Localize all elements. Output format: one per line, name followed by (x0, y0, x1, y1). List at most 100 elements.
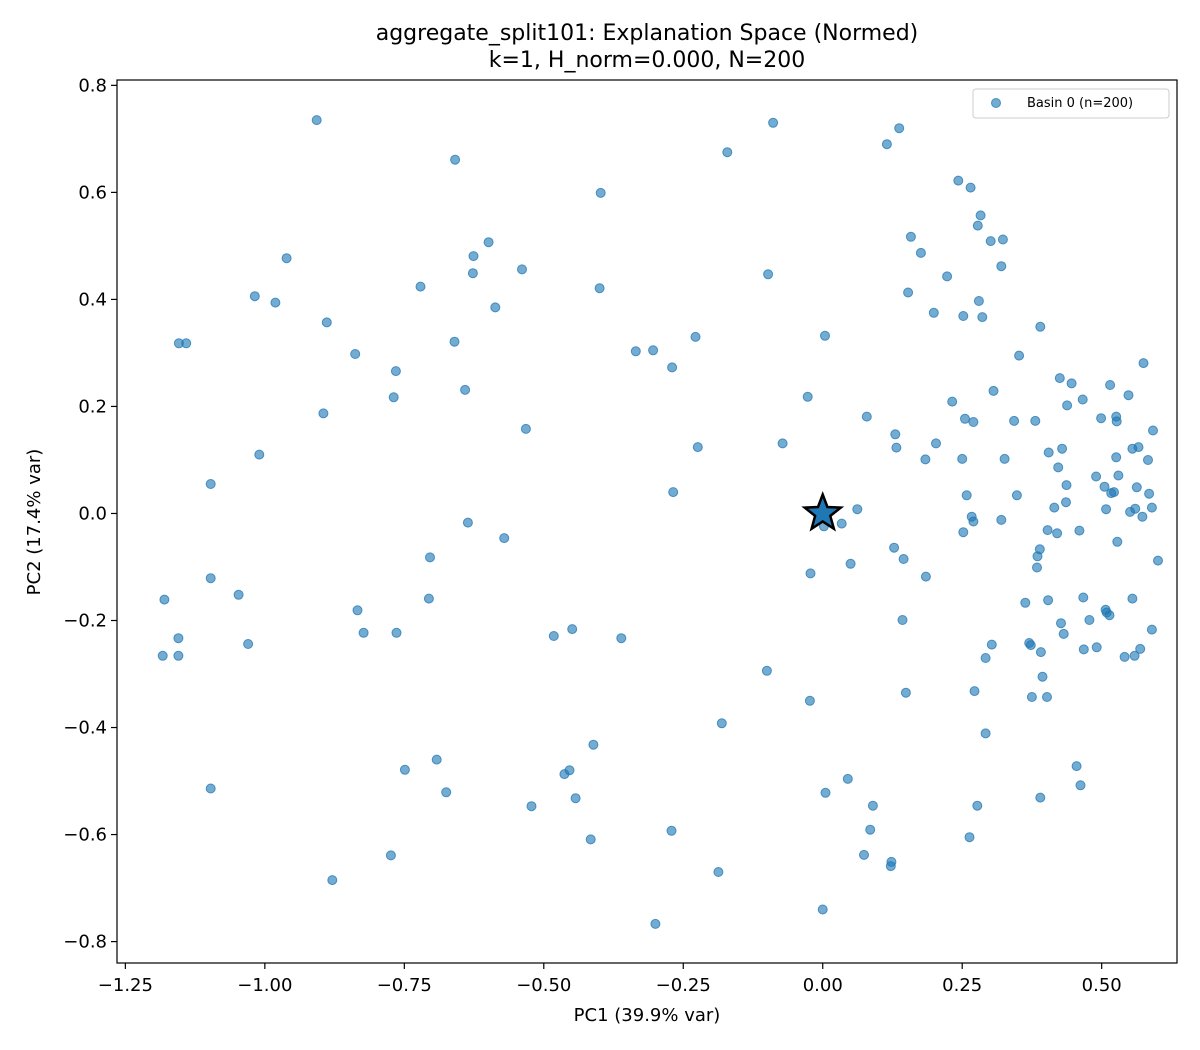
data-point (1119, 651, 1130, 662)
data-point (648, 345, 659, 356)
data-point (996, 514, 1007, 525)
data-point (1146, 502, 1157, 513)
data-point (997, 234, 1008, 245)
x-tick-label: −0.25 (656, 975, 711, 996)
data-point (441, 787, 452, 798)
data-point (690, 331, 701, 342)
data-point (777, 438, 788, 449)
data-point (1127, 593, 1138, 604)
x-tick-label: −1.25 (98, 975, 153, 996)
data-point (865, 824, 876, 835)
data-point (1130, 503, 1141, 514)
data-point (1096, 413, 1107, 424)
data-point (1071, 761, 1082, 772)
data-point (996, 261, 1007, 272)
data-point (526, 801, 537, 812)
data-point (415, 281, 426, 292)
legend-marker (991, 98, 1001, 108)
data-point (889, 542, 900, 553)
data-point (350, 349, 361, 359)
data-point (761, 665, 772, 676)
data-point (820, 787, 831, 798)
data-point (1035, 321, 1046, 332)
data-point (905, 231, 916, 242)
data-point (836, 518, 847, 529)
data-point (1042, 525, 1053, 536)
data-point (327, 875, 338, 886)
data-point (968, 417, 979, 427)
data-point (1153, 555, 1163, 566)
data-point (1104, 610, 1115, 621)
data-point (1148, 425, 1158, 436)
data-point (567, 624, 578, 635)
x-tick-label: 0.00 (803, 975, 843, 996)
y-tick-label: 0.0 (78, 503, 107, 524)
data-point (1075, 780, 1086, 791)
data-point (1144, 488, 1155, 499)
data-point (881, 139, 892, 150)
data-point (890, 429, 901, 440)
data-point (768, 117, 779, 128)
data-point (1111, 416, 1122, 427)
data-point (1011, 490, 1022, 501)
data-point (915, 247, 926, 258)
data-point (867, 800, 878, 811)
data-point (650, 918, 661, 929)
data-point (468, 251, 479, 262)
data-point (616, 633, 627, 644)
data-point (595, 187, 606, 198)
data-point (270, 297, 281, 308)
data-point (1138, 358, 1149, 369)
data-point (1042, 692, 1052, 702)
data-point (722, 147, 733, 158)
data-point (1026, 692, 1037, 702)
data-point (399, 764, 410, 775)
data-point (666, 825, 677, 836)
data-point (960, 413, 970, 424)
data-point (842, 773, 853, 784)
data-point (1062, 400, 1073, 411)
data-point (1131, 482, 1142, 493)
data-point (385, 850, 396, 861)
data-point (985, 236, 996, 247)
x-tick-label: −0.50 (516, 975, 571, 996)
y-tick-label: 0.4 (78, 289, 107, 310)
data-point (891, 442, 902, 453)
data-point (988, 385, 999, 396)
data-point (972, 800, 983, 811)
data-point (358, 627, 369, 638)
data-point (205, 479, 216, 489)
y-tick-label: 0.2 (78, 396, 107, 417)
y-tick-label: 0.8 (78, 75, 107, 96)
data-point (1058, 628, 1069, 639)
data-point (931, 438, 941, 449)
data-point (585, 834, 596, 845)
data-point (903, 287, 914, 298)
data-point (588, 739, 599, 750)
data-point (321, 317, 332, 328)
data-point (894, 123, 905, 134)
data-point (980, 728, 991, 739)
data-point (965, 182, 976, 193)
data-point (975, 210, 986, 221)
data-point (281, 253, 292, 264)
data-point (1099, 481, 1110, 492)
data-point (986, 639, 997, 650)
data-point (311, 115, 322, 126)
data-point (1057, 443, 1068, 454)
data-point (900, 687, 911, 698)
data-point (805, 568, 816, 579)
data-point (391, 627, 402, 638)
centroid-layer (801, 490, 845, 532)
data-point (462, 517, 473, 528)
data-point (802, 391, 813, 402)
data-point (548, 631, 559, 641)
data-point (953, 175, 964, 186)
data-point (1078, 592, 1089, 603)
data-point (157, 650, 168, 661)
data-point (897, 615, 908, 625)
data-point (1084, 615, 1095, 625)
y-tick-label: −0.8 (63, 932, 107, 953)
data-point (460, 384, 471, 395)
data-point (1009, 415, 1020, 426)
